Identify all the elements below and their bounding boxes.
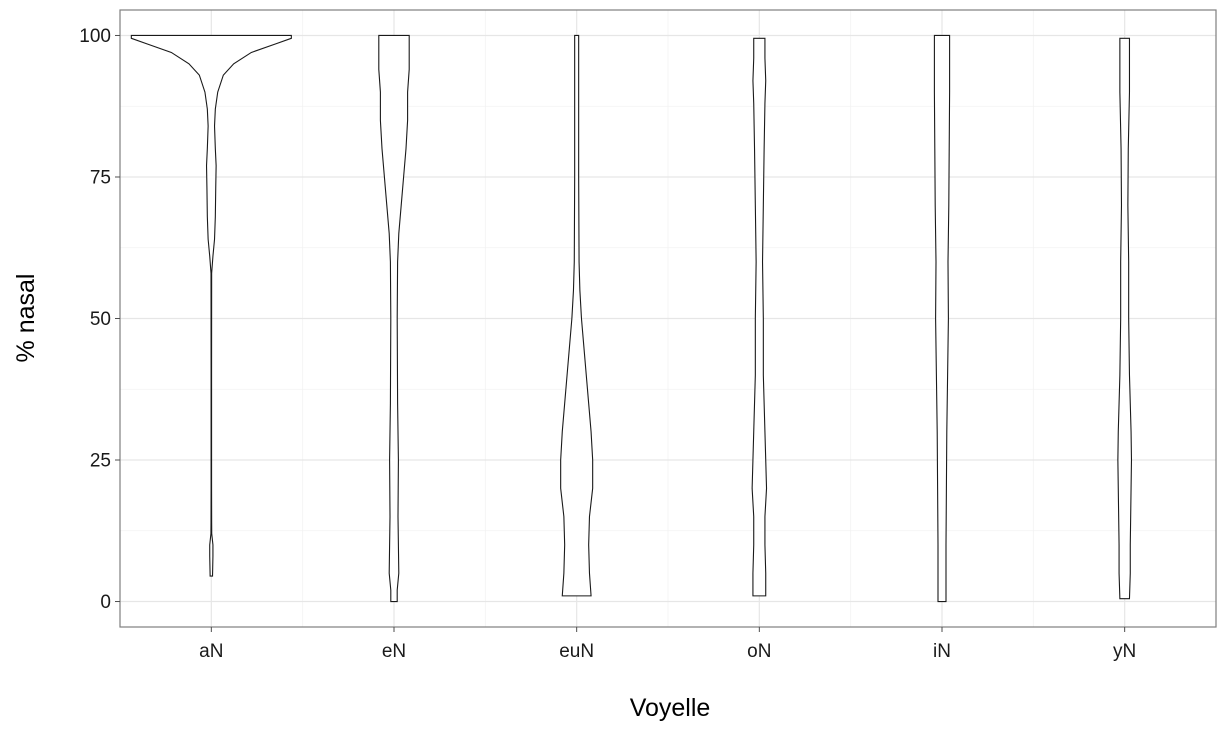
x-tick-label: eN: [382, 641, 406, 662]
x-tick-label: yN: [1113, 641, 1136, 662]
y-tick-label: 50: [90, 309, 111, 330]
violin-eN: [378, 34, 410, 603]
violin-oN: [751, 37, 768, 597]
x-tick-label: iN: [933, 641, 951, 662]
x-tick-label: euN: [559, 641, 594, 662]
violin-yN: [1117, 37, 1133, 600]
violin-aN: [130, 34, 292, 577]
y-tick-label: 25: [90, 451, 111, 472]
violin-euN: [560, 34, 594, 597]
y-tick-label: 75: [90, 167, 111, 188]
x-axis-title: Voyelle: [630, 694, 711, 722]
violin-layer: [130, 34, 1133, 603]
y-tick-label: 100: [79, 26, 111, 47]
x-tick-label: aN: [199, 641, 223, 662]
grid-layer: [120, 10, 1216, 627]
y-tick-label: 0: [100, 592, 111, 613]
violin-iN: [933, 34, 951, 603]
y-axis-title: % nasal: [12, 274, 40, 363]
x-tick-label: oN: [747, 641, 771, 662]
axis-layer: 0 25 50 75 100 aN eN euN oN iN yN: [79, 26, 1136, 662]
